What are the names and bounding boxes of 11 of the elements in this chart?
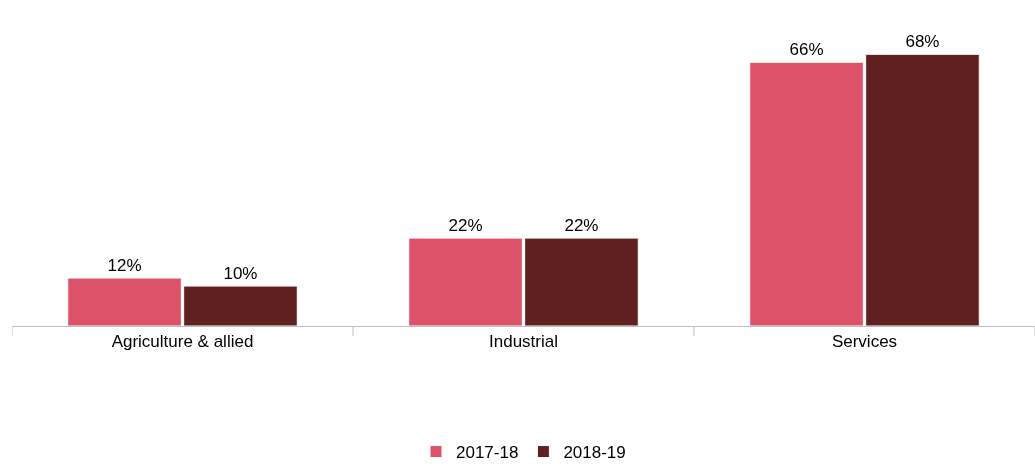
data-label: 22%: [448, 216, 483, 236]
data-label: 12%: [107, 256, 142, 276]
x-tick-label: Industrial: [489, 332, 558, 352]
data-label: 68%: [905, 32, 940, 52]
legend-label: 2017-18: [456, 443, 519, 463]
x-tick-label: Agriculture & allied: [111, 332, 254, 352]
data-label: 66%: [789, 40, 824, 60]
data-label: 10%: [223, 264, 258, 284]
legend-label: 2018-19: [563, 443, 626, 463]
x-tick-label: Services: [831, 332, 898, 352]
data-label: 22%: [564, 216, 599, 236]
